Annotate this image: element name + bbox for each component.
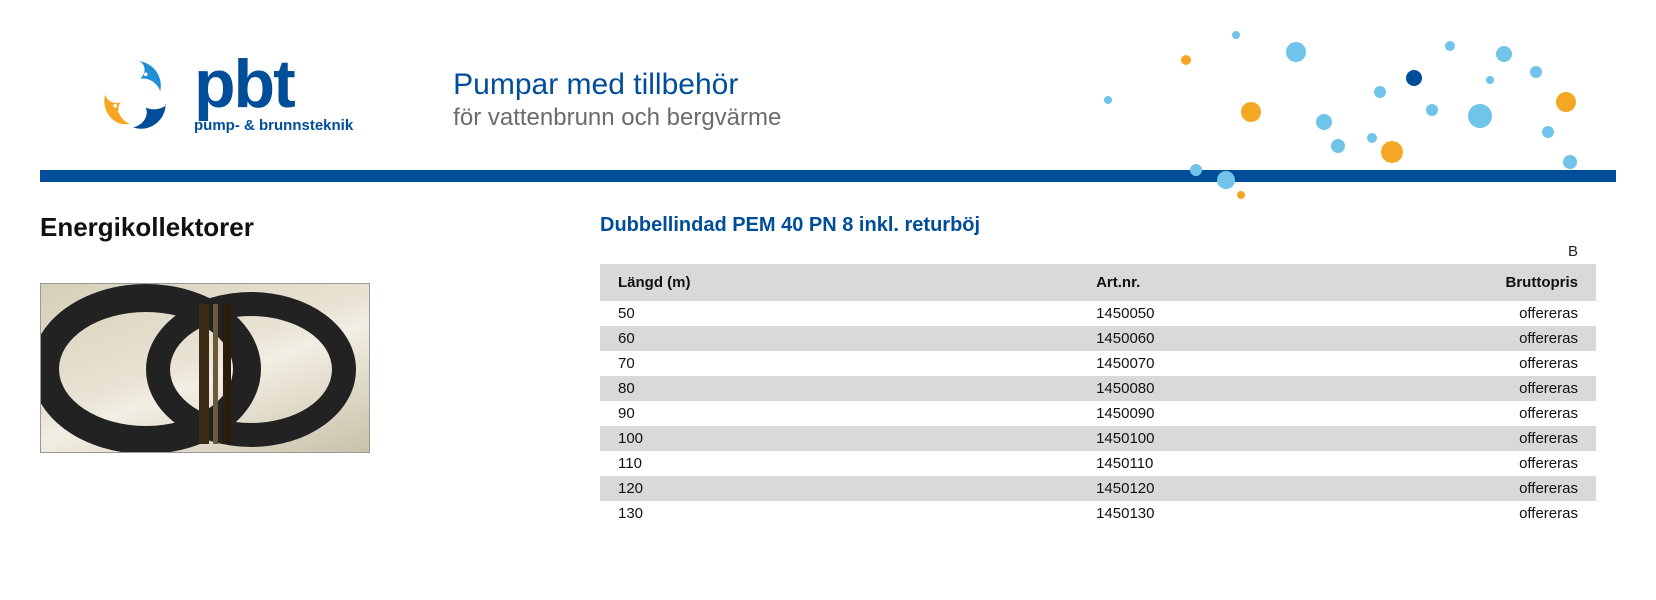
brand-tagline: pump- & brunnsteknik [194, 117, 353, 134]
header-title: Pumpar med tillbehör [453, 68, 781, 102]
cell-length: 90 [600, 401, 1078, 426]
cell-artnr: 1450090 [1078, 401, 1337, 426]
table-row: 1201450120offereras [600, 476, 1596, 501]
cell-artnr: 1450100 [1078, 426, 1337, 451]
brand-name: pbt [194, 56, 353, 114]
cell-price: offereras [1337, 351, 1596, 376]
product-image [40, 283, 370, 453]
table-row: 901450090offereras [600, 401, 1596, 426]
cell-price: offereras [1337, 326, 1596, 351]
col-header-length: Längd (m) [600, 264, 1078, 301]
cell-length: 120 [600, 476, 1078, 501]
table-header-row: Längd (m) Art.nr. Bruttopris [600, 264, 1596, 301]
cell-artnr: 1450050 [1078, 301, 1337, 326]
table-row: 501450050offereras [600, 301, 1596, 326]
cell-length: 60 [600, 326, 1078, 351]
cell-length: 130 [600, 501, 1078, 526]
page-header: pbt pump- & brunnsteknik Pumpar med till… [0, 0, 1656, 170]
cell-price: offereras [1337, 501, 1596, 526]
brand-swirl-icon [90, 50, 180, 140]
product-table: Längd (m) Art.nr. Bruttopris 501450050of… [600, 264, 1596, 526]
cell-artnr: 1450120 [1078, 476, 1337, 501]
table-row: 601450060offereras [600, 326, 1596, 351]
header-title-block: Pumpar med tillbehör för vattenbrunn och… [453, 68, 781, 132]
table-row: 1001450100offereras [600, 426, 1596, 451]
cell-artnr: 1450060 [1078, 326, 1337, 351]
cell-price: offereras [1337, 301, 1596, 326]
cell-price: offereras [1337, 376, 1596, 401]
cell-artnr: 1450130 [1078, 501, 1337, 526]
cell-artnr: 1450070 [1078, 351, 1337, 376]
cell-length: 70 [600, 351, 1078, 376]
cell-price: offereras [1337, 426, 1596, 451]
cell-artnr: 1450110 [1078, 451, 1337, 476]
decorative-dots-icon [1076, 20, 1596, 200]
table-row: 801450080offereras [600, 376, 1596, 401]
cell-length: 80 [600, 376, 1078, 401]
table-row: 1301450130offereras [600, 501, 1596, 526]
table-row: 1101450110offereras [600, 451, 1596, 476]
col-header-price: Bruttopris [1337, 264, 1596, 301]
cell-price: offereras [1337, 451, 1596, 476]
content-area: Energikollektorer Dubbellindad PEM 40 PN… [0, 182, 1656, 526]
cell-artnr: 1450080 [1078, 376, 1337, 401]
table-row: 701450070offereras [600, 351, 1596, 376]
table-title: Dubbellindad PEM 40 PN 8 inkl. returböj [600, 214, 1596, 237]
right-column: Dubbellindad PEM 40 PN 8 inkl. returböj … [600, 212, 1596, 526]
col-header-artnr: Art.nr. [1078, 264, 1337, 301]
cell-price: offereras [1337, 476, 1596, 501]
table-corner-label: B [600, 243, 1596, 260]
section-heading: Energikollektorer [40, 212, 540, 243]
left-column: Energikollektorer [40, 212, 540, 526]
brand-logo: pbt pump- & brunnsteknik [90, 50, 353, 140]
cell-length: 100 [600, 426, 1078, 451]
cell-price: offereras [1337, 401, 1596, 426]
cell-length: 50 [600, 301, 1078, 326]
brand-text: pbt pump- & brunnsteknik [194, 56, 353, 135]
header-subtitle: för vattenbrunn och bergvärme [453, 104, 781, 132]
cell-length: 110 [600, 451, 1078, 476]
